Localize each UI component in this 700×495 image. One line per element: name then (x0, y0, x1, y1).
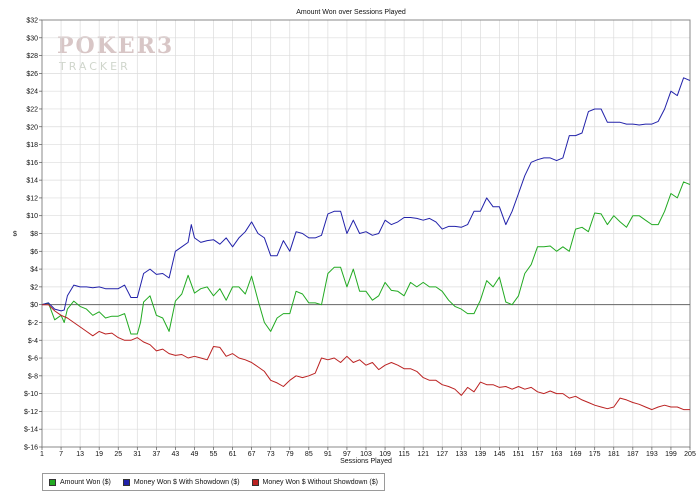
x-tick-label: 199 (665, 451, 677, 458)
x-tick-label: 193 (646, 451, 658, 458)
y-axis-label: $ (13, 231, 17, 238)
legend-item-with-showdown: Money Won $ With Showdown ($) (122, 478, 240, 486)
x-tick-label: 79 (286, 451, 294, 458)
x-axis: 1 7 13 19 25 31 37 43 49 55 61 67 73 79 85 91 97 103 109 11… (40, 447, 696, 458)
legend-label: Money Won $ Without Showdown ($) (262, 478, 378, 486)
x-tick-label: 115 (399, 451, 410, 458)
y-tick-label: $22 (26, 106, 38, 113)
legend-item-without-showdown: Money Won $ Without Showdown ($) (251, 478, 378, 486)
y-tick-label: $16 (26, 160, 38, 167)
x-tick-label: 133 (455, 451, 467, 458)
y-tick-label: $12 (26, 195, 38, 202)
x-tick-label: 181 (608, 451, 620, 458)
series-line-without-showdown (42, 304, 690, 411)
x-tick-label: 73 (267, 451, 275, 458)
y-tick-label: $2 (30, 284, 38, 291)
x-tick-label: 187 (627, 451, 639, 458)
x-tick-label: 13 (76, 451, 84, 458)
y-tick-label: $-2 (28, 320, 38, 327)
x-tick-label: 25 (114, 451, 122, 458)
y-tick-label: $8 (30, 231, 38, 238)
x-tick-label: 169 (570, 451, 582, 458)
legend-item-amount-won: Amount Won ($) (49, 478, 111, 486)
legend-swatch-blue (122, 478, 130, 486)
x-tick-label: 109 (379, 451, 391, 458)
series-line-amount-won (42, 181, 690, 335)
y-tick-label: $28 (26, 53, 38, 60)
y-tick-label: $24 (26, 89, 38, 96)
y-tick-label: $-12 (24, 409, 38, 416)
legend-label: Amount Won ($) (60, 478, 111, 486)
x-tick-label: 67 (248, 451, 256, 458)
x-tick-label: 1 (40, 451, 44, 458)
x-tick-label: 61 (229, 451, 237, 458)
y-tick-label: $18 (26, 142, 38, 149)
legend-swatch-red (251, 478, 259, 486)
x-tick-label: 49 (191, 451, 199, 458)
x-tick-label: 103 (360, 451, 372, 458)
y-axis: $32 $30 $28 $26 $24 $22 $20 $18 $16 $14 $12 $10 $8 $6… (24, 18, 42, 452)
series-line-with-showdown (42, 77, 690, 312)
x-tick-label: 127 (436, 451, 448, 458)
x-tick-label: 19 (95, 451, 103, 458)
x-tick-label: 145 (494, 451, 506, 458)
x-tick-label: 37 (152, 451, 160, 458)
x-tick-label: 55 (210, 451, 218, 458)
chart-title: Amount Won over Sessions Played (296, 9, 406, 16)
x-axis-label: Sessions Played (340, 458, 392, 465)
y-tick-label: $30 (26, 35, 38, 42)
x-tick-label: 151 (513, 451, 525, 458)
x-tick-label: 157 (532, 451, 544, 458)
y-tick-label: $-16 (24, 445, 38, 452)
legend-label: Money Won $ With Showdown ($) (133, 478, 240, 486)
x-tick-label: 7 (59, 451, 63, 458)
x-tick-label: 205 (684, 451, 696, 458)
watermark-subtext: TRACKER (58, 60, 131, 73)
y-tick-label: $10 (26, 213, 38, 220)
y-tick-label: $26 (26, 71, 38, 78)
x-tick-label: 175 (589, 451, 601, 458)
y-tick-label: $20 (26, 124, 38, 131)
x-tick-label: 91 (324, 451, 332, 458)
y-tick-label: $-10 (24, 391, 38, 398)
x-tick-label: 31 (133, 451, 141, 458)
watermark: POKER3 TRACKER (57, 33, 174, 73)
y-tick-label: $6 (30, 249, 38, 256)
y-tick-label: $0 (30, 302, 38, 309)
chart-grid (41, 19, 691, 448)
series-group (42, 77, 690, 411)
y-tick-label: $-4 (28, 338, 38, 345)
legend-swatch-green (49, 478, 56, 486)
x-tick-label: 121 (417, 451, 429, 458)
y-tick-label: $32 (26, 18, 38, 25)
x-tick-label: 43 (172, 451, 180, 458)
y-tick-label: $-8 (28, 373, 38, 380)
x-tick-label: 85 (305, 451, 313, 458)
watermark-logo-text: POKER3 (57, 33, 174, 59)
y-tick-label: $4 (30, 267, 38, 274)
y-tick-label: $-14 (24, 427, 38, 434)
x-tick-label: 139 (475, 451, 487, 458)
x-tick-label: 97 (343, 451, 351, 458)
y-tick-label: $14 (26, 178, 38, 185)
x-tick-label: 163 (551, 451, 563, 458)
y-tick-label: $-6 (28, 356, 38, 363)
legend: Amount Won ($) Money Won $ With Showdown… (42, 473, 385, 491)
